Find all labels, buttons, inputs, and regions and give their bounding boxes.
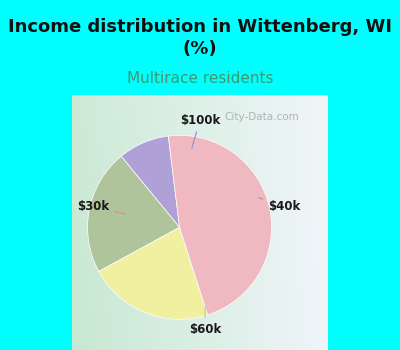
- Wedge shape: [88, 156, 180, 271]
- Wedge shape: [121, 136, 180, 228]
- Text: $60k: $60k: [189, 307, 221, 336]
- Text: $40k: $40k: [259, 198, 300, 214]
- Wedge shape: [168, 135, 272, 315]
- Text: Multirace residents: Multirace residents: [127, 71, 273, 86]
- Text: $100k: $100k: [180, 113, 220, 148]
- Text: $30k: $30k: [77, 201, 126, 214]
- Wedge shape: [99, 228, 208, 319]
- Text: City-Data.com: City-Data.com: [224, 112, 299, 122]
- Text: Income distribution in Wittenberg, WI
(%): Income distribution in Wittenberg, WI (%…: [8, 18, 392, 58]
